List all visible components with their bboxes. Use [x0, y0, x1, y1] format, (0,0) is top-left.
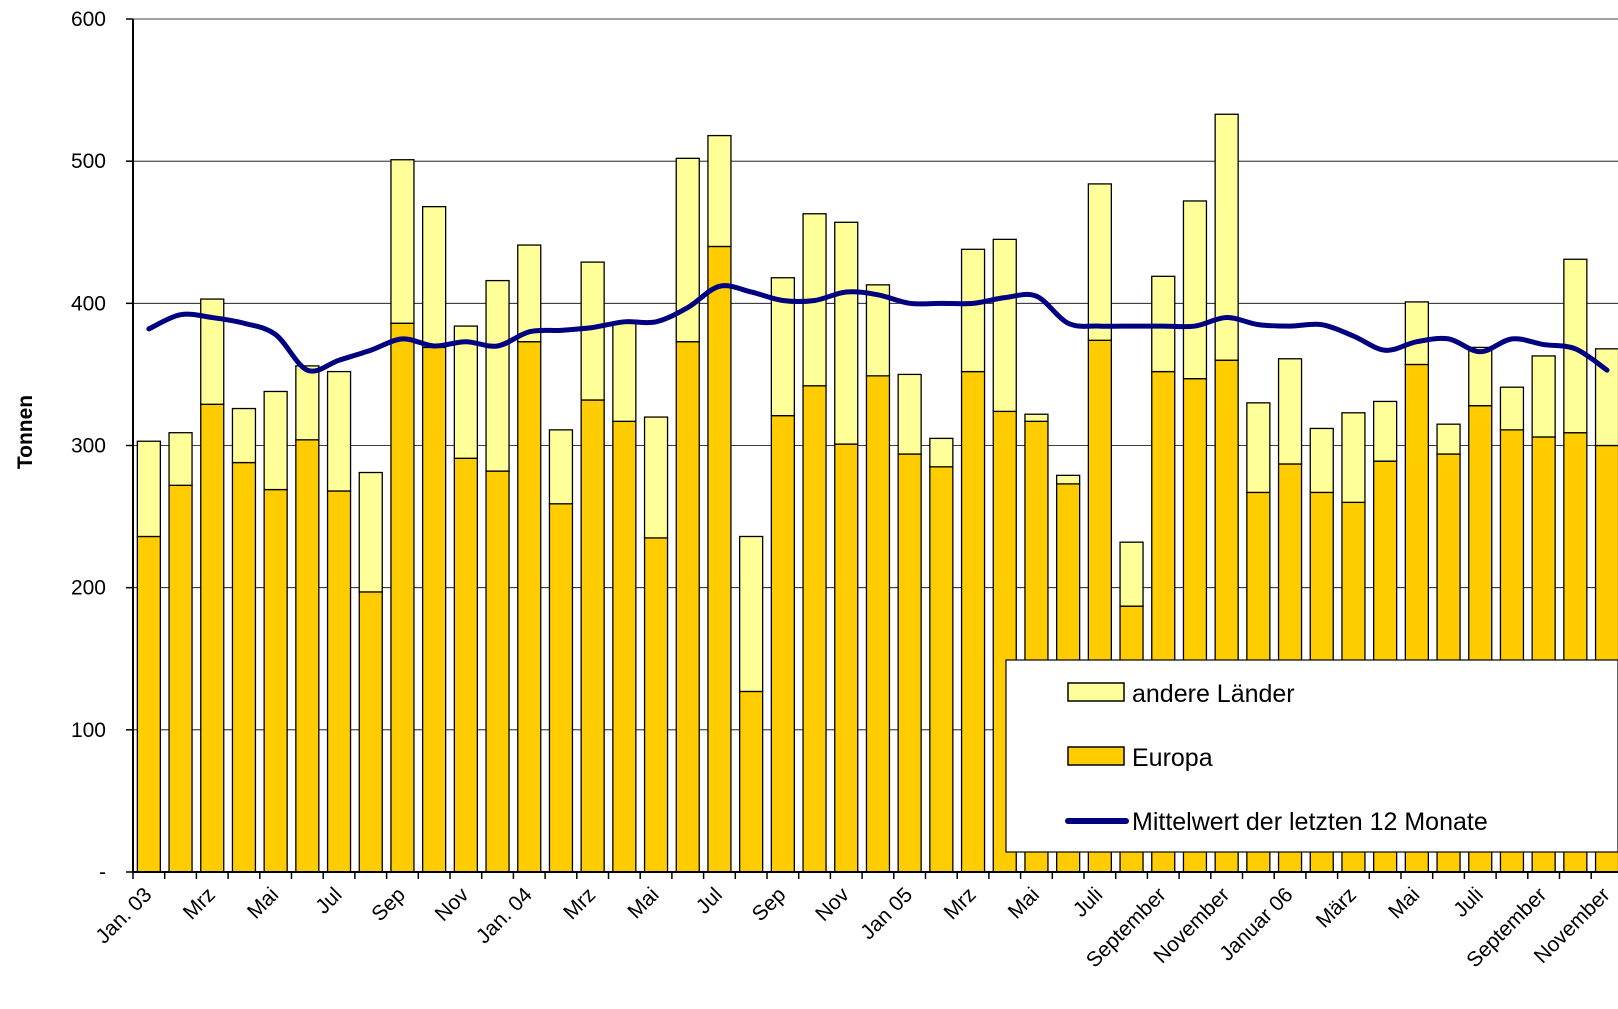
- bar-europa: [390, 322, 415, 873]
- bar-andere-laender: [136, 440, 162, 538]
- bar-andere-laender: [929, 437, 954, 468]
- y-tick-label: 400: [71, 292, 106, 315]
- bar-andere-laender: [612, 322, 637, 422]
- bar-andere-laender: [580, 261, 605, 401]
- bar-andere-laender: [865, 284, 891, 377]
- bar-europa: [612, 420, 637, 873]
- y-axis-label: Tonnen: [14, 395, 37, 469]
- bar-europa: [834, 443, 859, 873]
- bar-andere-laender: [992, 238, 1017, 413]
- bar-europa: [548, 503, 574, 873]
- bar-europa: [960, 370, 986, 873]
- bar-andere-laender: [960, 248, 986, 373]
- bar-andere-laender: [263, 390, 288, 491]
- y-tick-label: 500: [71, 150, 106, 173]
- y-tick-label: 200: [71, 577, 106, 600]
- bar-andere-laender: [1309, 427, 1334, 494]
- bar-europa: [929, 466, 954, 873]
- y-tick-label: -: [99, 861, 106, 884]
- axes: [126, 18, 1618, 879]
- bar-europa: [168, 484, 193, 873]
- bar-europa: [739, 690, 764, 873]
- bar-europa: [200, 403, 225, 873]
- legend-swatch-europa: [1067, 746, 1125, 766]
- bar-europa: [485, 470, 510, 873]
- bar-europa: [897, 453, 922, 873]
- bar-europa: [675, 341, 700, 873]
- bar-andere-laender: [1373, 400, 1398, 462]
- bar-andere-laender: [834, 221, 859, 445]
- bar-andere-laender: [168, 432, 193, 486]
- bar-andere-laender: [1594, 348, 1618, 447]
- bar-andere-laender: [485, 279, 510, 472]
- bar-andere-laender: [1277, 358, 1303, 465]
- bar-andere-laender: [1024, 413, 1049, 422]
- bar-andere-laender: [453, 325, 479, 459]
- bar-europa: [802, 385, 827, 873]
- bar-europa: [707, 245, 732, 873]
- bar-andere-laender: [770, 277, 795, 417]
- y-tick-labels: - 100 200 300 400 500 600: [71, 8, 106, 884]
- y-tick-label: 300: [71, 435, 106, 458]
- bar-andere-laender: [517, 244, 542, 343]
- bar-europa: [231, 461, 257, 873]
- bar-andere-laender: [295, 365, 320, 441]
- legend-label-europa: Europa: [1132, 744, 1213, 772]
- legend: andere Länder Europa Mittelwert der letz…: [1005, 659, 1618, 853]
- bar-europa: [517, 341, 542, 873]
- bar-andere-laender: [1246, 402, 1271, 494]
- bar-andere-laender: [643, 416, 669, 539]
- bar-andere-laender: [1499, 386, 1525, 431]
- bar-europa: [263, 488, 288, 873]
- legend-label-mittelwert: Mittelwert der letzten 12 Monate: [1132, 808, 1488, 836]
- bar-andere-laender: [739, 535, 764, 693]
- bar-andere-laender: [390, 159, 415, 324]
- bar-andere-laender: [1182, 200, 1208, 380]
- line-series: [146, 283, 1610, 374]
- bar-andere-laender: [200, 298, 225, 405]
- bar-europa: [326, 490, 352, 873]
- bar-andere-laender: [1214, 113, 1239, 361]
- bar-andere-laender: [1341, 412, 1366, 504]
- bar-andere-laender: [1436, 423, 1461, 455]
- bar-andere-laender: [1404, 301, 1429, 366]
- bar-andere-laender: [548, 429, 574, 505]
- bar-andere-laender: [1468, 346, 1493, 407]
- bar-europa: [358, 591, 383, 873]
- legend-swatch-andere-laender: [1067, 682, 1125, 702]
- bar-europa: [770, 414, 795, 873]
- bar-andere-laender: [326, 370, 352, 492]
- bar-andere-laender: [897, 373, 922, 455]
- bar-europa: [295, 439, 320, 873]
- bar-andere-laender: [1087, 183, 1112, 341]
- bar-andere-laender: [675, 157, 700, 343]
- legend-label-andere-laender: andere Länder: [1132, 680, 1295, 708]
- bar-europa: [865, 375, 891, 873]
- bar-andere-laender: [707, 134, 732, 248]
- bar-andere-laender: [421, 206, 447, 349]
- line-mittelwert: [146, 283, 1610, 374]
- y-tick-label: 100: [71, 719, 106, 742]
- bar-andere-laender: [358, 471, 383, 593]
- bar-europa: [643, 537, 669, 873]
- bar-andere-laender: [1531, 355, 1556, 438]
- bar-andere-laender: [1119, 541, 1144, 607]
- bar-andere-laender: [231, 407, 257, 464]
- bar-andere-laender: [1056, 474, 1081, 485]
- y-tick-label: 600: [71, 8, 106, 31]
- bar-europa: [580, 399, 605, 873]
- bar-europa: [421, 346, 447, 873]
- bar-europa: [453, 457, 479, 873]
- bar-europa: [136, 535, 162, 873]
